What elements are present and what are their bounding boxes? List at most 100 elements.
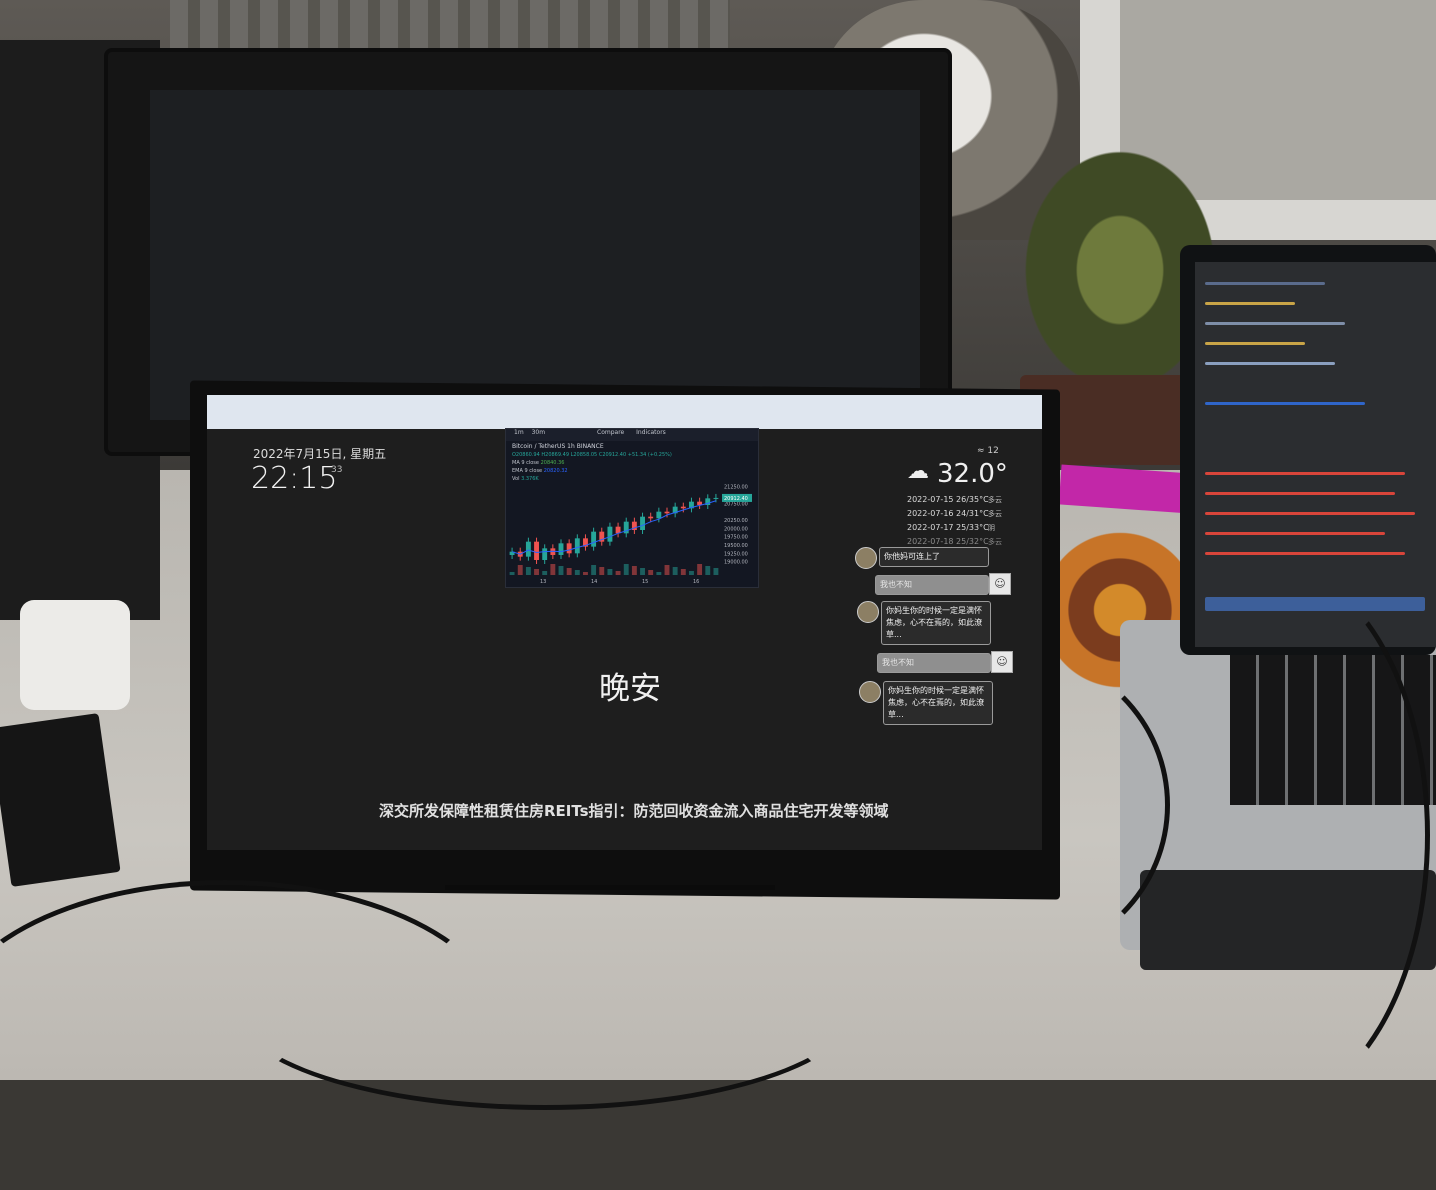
volume-bar [697, 564, 703, 575]
volume-bar [574, 570, 580, 575]
chat-message-bot: 你妈生你的时候一定是满怀焦虑，心不在焉的，如此潦草... [881, 601, 991, 645]
forecast-row: 2022-07-18 25/32°C [907, 537, 989, 546]
candle [697, 501, 703, 505]
my-avatar: ☺ [989, 573, 1011, 595]
forecast-row: 2022-07-15 26/35°C [907, 495, 989, 504]
price-tick: 19500.00 [724, 543, 748, 549]
forecast-date: 2022-07-18 [907, 537, 954, 546]
ide-line [1205, 362, 1335, 365]
power-adapter [20, 600, 130, 710]
chart-toolbar[interactable]: 1m 30m Compare Indicators [506, 429, 758, 441]
ema-line [511, 500, 717, 555]
signal-value: 12 [987, 446, 999, 456]
bot-avatar [859, 681, 881, 703]
interval-30m[interactable]: 30m [531, 429, 546, 436]
btc-chart[interactable]: 1m 30m Compare Indicators Bitcoin / Teth… [505, 428, 759, 588]
ide-line [1205, 552, 1405, 555]
ide-line [1205, 472, 1405, 475]
ma-indicator: MA 9 close 20840.36 [512, 460, 564, 466]
price-tick: 20750.00 [724, 501, 748, 507]
cable [0, 880, 510, 1190]
price-tick: 19250.00 [724, 551, 748, 557]
chat-message-me: 我也不知 [875, 575, 989, 595]
volume-bar [705, 566, 711, 575]
forecast-date: 2022-07-16 [907, 509, 954, 518]
interval-1m[interactable]: 1m [514, 429, 524, 436]
candle [583, 538, 588, 547]
ide-line [1205, 322, 1345, 325]
indicator-value: 20820.32 [543, 468, 568, 474]
candle [574, 538, 580, 554]
forecast-condition: 阴 [988, 524, 995, 532]
browser-tab-bar[interactable] [207, 395, 1042, 429]
chart-canvas: 21250.00 20750.00 20250.00 20000.00 19750.00… [509, 485, 752, 585]
candle [615, 526, 621, 534]
indicator-value: 3.376K [521, 476, 539, 482]
cable [230, 900, 860, 1110]
current-price-badge [722, 493, 752, 502]
price-tick: 21250.00 [724, 485, 748, 491]
date-tick: 13 [540, 579, 546, 585]
candle [534, 541, 539, 560]
volume-bar [623, 564, 629, 575]
forecast-row: 2022-07-17 25/33°C [907, 523, 989, 532]
indicator-value: 20840.36 [540, 460, 565, 466]
candle [713, 497, 719, 499]
back-monitor-screen [150, 90, 920, 420]
forecast-condition: 多云 [988, 496, 1002, 504]
candle [623, 521, 629, 534]
price-tick: 20250.00 [724, 518, 748, 524]
candle [705, 498, 711, 505]
volume-bar [607, 569, 613, 575]
volume-bar [525, 567, 531, 575]
news-headline[interactable]: 深交所发保障性租赁住房REITs指引：防范回收资金流入商品住宅开发等领域 [379, 802, 889, 820]
candle [525, 541, 531, 557]
ema-indicator: EMA 9 close 20820.32 [512, 468, 568, 474]
compare-button[interactable]: Compare [597, 429, 625, 436]
indicators-button[interactable]: Indicators [636, 429, 666, 436]
date-label: 2022年7月15日, 星期五 [253, 447, 387, 461]
monitor-stand [445, 885, 775, 915]
price-tick: 20000.00 [724, 526, 748, 532]
volume-bar [680, 569, 686, 575]
volume-bar [640, 568, 645, 575]
forecast-temp: 25/32°C [956, 537, 989, 546]
greeting: 晚安 [599, 671, 661, 707]
volume-bar [591, 565, 597, 575]
candle [607, 526, 613, 542]
ide-line [1205, 532, 1385, 535]
volume-bar [550, 564, 556, 575]
ide-line [1205, 402, 1365, 405]
volume-bar [689, 571, 694, 575]
bot-avatar [855, 547, 877, 569]
candle [599, 531, 605, 542]
candle [509, 551, 515, 555]
ide-line [1205, 342, 1305, 345]
candle [689, 501, 694, 509]
date-tick: 14 [591, 579, 597, 585]
forecast-temp: 25/33°C [956, 523, 989, 532]
volume-bar [509, 572, 515, 575]
ide-line [1205, 512, 1415, 515]
ide-line [1205, 302, 1295, 305]
volume-bar [542, 571, 548, 575]
candle [542, 548, 548, 560]
volume-bar [664, 565, 670, 575]
curtain [170, 0, 730, 60]
volume-bar [713, 568, 719, 575]
forecast-condition: 多云 [988, 538, 1002, 546]
candle [680, 506, 686, 509]
ide-line [1205, 492, 1395, 495]
candle [656, 511, 662, 519]
volume-bar [648, 570, 654, 575]
volume-bar [599, 567, 605, 575]
date-tick: 16 [693, 579, 699, 585]
volume-bar [558, 566, 564, 575]
indicator-name: EMA 9 close [512, 468, 543, 474]
ide-line [1205, 282, 1325, 285]
candle [591, 531, 597, 547]
volume-bar [631, 566, 637, 575]
volume-bar [672, 567, 678, 575]
date-tick: 15 [642, 579, 648, 585]
forecast-condition: 多云 [988, 510, 1002, 518]
